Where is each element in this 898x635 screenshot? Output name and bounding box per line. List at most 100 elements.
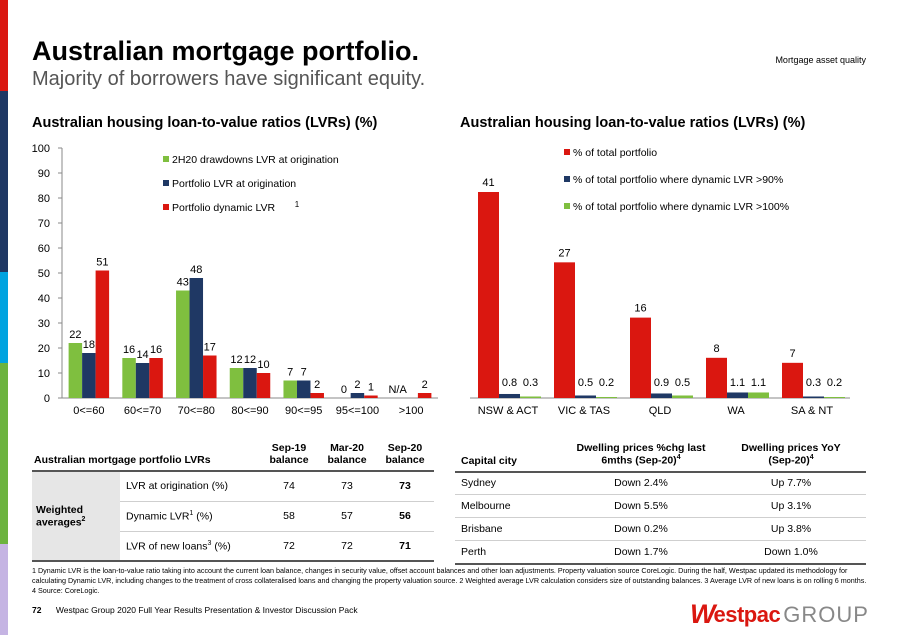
right-chart-title: Australian housing loan-to-value ratios … [460, 115, 806, 131]
data-label: 7 [301, 367, 307, 379]
bar [135, 363, 150, 398]
bar [256, 373, 271, 398]
bar [296, 380, 311, 398]
legend-label: % of total portfolio where dynamic LVR >… [573, 174, 783, 186]
y-tick-label: 50 [38, 268, 50, 280]
logo-name: estpac [713, 601, 781, 627]
data-label: 0 [341, 384, 347, 396]
bar [575, 395, 596, 398]
table-cell: 74 [260, 471, 318, 502]
lvr-table: Australian mortgage portfolio LVRs Sep-1… [32, 438, 434, 562]
data-label: 0.3 [806, 377, 821, 389]
bar [95, 270, 110, 398]
legend-swatch [564, 176, 570, 182]
y-tick-label: 10 [38, 368, 50, 380]
table-cell: 58 [260, 501, 318, 532]
data-label: 0.2 [827, 377, 842, 389]
y-tick-label: 60 [38, 243, 50, 255]
bar [189, 278, 204, 398]
bar [554, 262, 575, 398]
lvr-table-title: Australian mortgage portfolio LVRs [34, 454, 211, 466]
col-yoy: Dwelling prices YoY (Sep-20)4 [741, 442, 841, 467]
legend-label: % of total portfolio where dynamic LVR >… [573, 201, 789, 213]
data-label: 2 [422, 379, 428, 391]
data-label: 22 [69, 329, 81, 341]
page-title: Australian mortgage portfolio. [32, 36, 420, 66]
table-cell: Melbourne [455, 494, 566, 518]
sidebar-segment [0, 362, 8, 454]
table-row: Melbourne Down 5.5% Up 3.1% [455, 494, 866, 518]
bar [310, 393, 324, 398]
sidebar-color-bar [0, 0, 8, 635]
table-cell: 71 [376, 531, 434, 562]
col-sep20: Sep-20 balance [385, 442, 425, 466]
x-tick-label: QLD [649, 405, 672, 417]
legend-swatch [163, 204, 169, 210]
legend-swatch [564, 203, 570, 209]
data-label: 2 [354, 379, 360, 391]
data-label: 16 [150, 344, 162, 356]
legend-label: Portfolio dynamic LVR [172, 202, 276, 214]
bar [350, 393, 365, 398]
bar [706, 357, 727, 398]
table-row: LVR of new loans3 (%) 72 72 71 [32, 531, 434, 562]
bar [499, 393, 520, 398]
legend-label: 2H20 drawdowns LVR at origination [172, 154, 339, 166]
group-label: Weighted averages2 [32, 471, 120, 562]
page-footer: 72 Westpac Group 2020 Full Year Results … [32, 605, 358, 615]
col-capital-city: Capital city [461, 454, 518, 467]
table-row: Dynamic LVR1 (%) 58 57 56 [32, 501, 434, 532]
data-label: 41 [482, 177, 494, 189]
table-cell: Up 7.7% [716, 471, 866, 495]
x-tick-label: SA & NT [791, 405, 833, 417]
y-tick-label: 30 [38, 318, 50, 330]
table-cell: Up 3.1% [716, 494, 866, 518]
data-label: 51 [96, 257, 108, 269]
data-label: 17 [204, 342, 216, 354]
footer-text: Westpac Group 2020 Full Year Results Pre… [55, 605, 358, 615]
bar [364, 395, 378, 398]
table-cell: Perth [455, 540, 566, 565]
sidebar-segment [0, 181, 8, 273]
table-cell: Down 1.7% [566, 540, 716, 565]
table-cell: 73 [376, 471, 434, 502]
data-label: 16 [634, 303, 646, 315]
legend-swatch [564, 149, 570, 155]
y-tick-label: 0 [44, 393, 50, 405]
metric-label: Dynamic LVR1 (%) [120, 501, 260, 532]
data-label: 1.1 [730, 377, 745, 389]
legend-swatch [163, 156, 169, 162]
bar [651, 393, 672, 398]
bar [176, 290, 190, 398]
legend-sup: 1 [295, 200, 300, 209]
data-label: 0.5 [675, 377, 690, 389]
bar [68, 343, 83, 398]
data-label: N/A [388, 384, 407, 396]
bar [824, 396, 845, 398]
data-label: 0.3 [523, 377, 538, 389]
table-cell: Down 1.0% [716, 540, 866, 565]
metric-label: LVR at origination (%) [120, 471, 260, 502]
bar [229, 368, 244, 398]
bar [122, 358, 136, 398]
table-row: Perth Down 1.7% Down 1.0% [455, 540, 866, 565]
table-cell: 57 [318, 501, 376, 532]
y-tick-label: 20 [38, 343, 50, 355]
data-label: 0.9 [654, 377, 669, 389]
col-6m-change: Dwelling prices %chg last 6mths (Sep-20)4 [576, 442, 706, 467]
data-label: 7 [287, 367, 293, 379]
x-tick-label: VIC & TAS [558, 405, 610, 417]
bar [748, 392, 769, 398]
data-label: 7 [789, 348, 795, 360]
bar [630, 317, 651, 398]
sidebar-segment [0, 453, 8, 545]
bar [672, 395, 693, 398]
left-chart-title: Australian housing loan-to-value ratios … [32, 115, 378, 131]
sidebar-segment [0, 272, 8, 363]
bar [149, 358, 163, 398]
table-cell: 72 [260, 531, 318, 562]
table-cell: 56 [376, 501, 434, 532]
table-cell: Down 5.5% [566, 494, 716, 518]
data-label: 14 [136, 349, 148, 361]
legend-label: Portfolio LVR at origination [172, 178, 296, 190]
